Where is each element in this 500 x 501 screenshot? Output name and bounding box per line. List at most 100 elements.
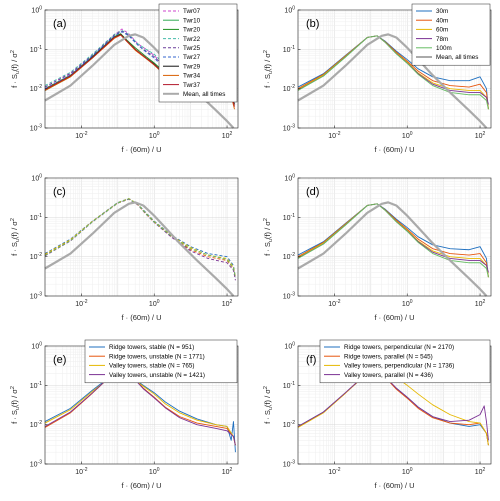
x-axis-label: f · (60m) / U (121, 145, 161, 154)
x-tick-label: 102 (475, 467, 486, 476)
panel-f: 10-2 100 102 10-3 10-2 10-1 100 f · (60m) / U f … (263, 339, 492, 490)
x-tick-label: 100 (149, 467, 160, 476)
y-axis-label: f · Su(f) / σ2 (10, 218, 21, 256)
y-axis-label: f · Su(f) / σ2 (263, 50, 274, 88)
series-group (44, 198, 236, 297)
x-axis-label: f · (60m) / U (121, 313, 161, 322)
legend: Twr07 Twr10 Twr20 Twr22 Twr25 Twr27 Twr29 Twr34… (158, 3, 238, 103)
y-tick-label: 10-2 (30, 420, 42, 429)
y-axis-label: f · Su(f) / σ2 (263, 386, 274, 424)
x-tick-label: 102 (222, 467, 233, 476)
panel-label: (f) (306, 354, 316, 366)
series-group (297, 201, 489, 297)
legend-entry: Twr07 (183, 8, 201, 15)
legend: Ridge towers, stable (N = 951) Ridge towe… (84, 339, 238, 384)
y-tick-label: 100 (284, 6, 295, 15)
legend-entry: Ridge towers, parallel (N = 545) (344, 353, 433, 360)
y-tick-label: 100 (284, 342, 295, 351)
series-line-6 (44, 201, 235, 297)
legend-entry: Twr22 (183, 36, 201, 43)
legend-entry: Ridge towers, stable (N = 951) (109, 344, 194, 351)
y-tick-label: 10-3 (283, 292, 295, 301)
series-line-10 (44, 33, 235, 129)
x-tick-label: 100 (149, 299, 160, 308)
series-line-6 (297, 201, 488, 297)
panel-a: 10-2 100 102 10-3 10-2 10-1 100 f · (60m) / U f … (10, 3, 239, 154)
x-tick-label: 10-2 (328, 467, 340, 476)
x-tick-label: 100 (402, 467, 413, 476)
x-tick-label: 102 (475, 299, 486, 308)
legend-box (411, 3, 491, 66)
series-line-4 (44, 369, 236, 446)
legend-entry: Valley towers, unstable (N = 1421) (109, 372, 205, 379)
legend-entry: 60m (436, 27, 448, 34)
legend-entry: Valley towers, perpendicular (N = 1736) (344, 363, 454, 370)
x-tick-label: 10-2 (328, 299, 340, 308)
series-group (297, 33, 489, 129)
y-tick-label: 100 (31, 6, 42, 15)
legend-entry: Mean, all times (436, 54, 478, 61)
x-axis-label: f · (60m) / U (374, 481, 414, 490)
legend-entry: 100m (436, 45, 452, 52)
y-tick-label: 10-3 (283, 124, 295, 133)
y-axis-label: f · Su(f) / σ2 (10, 50, 21, 88)
legend: 30m 40m 60m 78m 100m Mean, all times (411, 3, 491, 66)
legend-entry: Twr37 (183, 82, 201, 89)
legend-entry: Twr27 (183, 54, 201, 61)
y-tick-label: 100 (31, 342, 42, 351)
panel-d: 10-2 100 102 10-3 10-2 10-1 100 f · (60m) / U f … (263, 174, 492, 322)
x-tick-label: 10-2 (75, 299, 87, 308)
y-tick-label: 100 (31, 174, 42, 183)
panel-label: (c) (53, 186, 66, 198)
y-tick-label: 10-3 (30, 124, 42, 133)
x-tick-label: 100 (149, 131, 160, 140)
axes-frame (44, 177, 239, 297)
axes-frame (297, 9, 492, 129)
y-tick-label: 10-2 (30, 84, 42, 93)
legend-entry: Twr20 (183, 27, 201, 34)
x-tick-label: 102 (222, 131, 233, 140)
y-tick-label: 10-2 (30, 252, 42, 261)
x-tick-label: 10-2 (75, 467, 87, 476)
y-tick-label: 10-1 (30, 381, 42, 390)
y-tick-label: 10-1 (283, 381, 295, 390)
legend-entry: 78m (436, 36, 448, 43)
legend-entry: Valley towers, parallel (N = 436) (344, 372, 433, 379)
y-tick-label: 10-1 (30, 213, 42, 222)
x-axis-label: f · (60m) / U (121, 481, 161, 490)
legend-entry: Twr10 (183, 17, 201, 24)
x-tick-label: 10-2 (75, 131, 87, 140)
plot-area (298, 178, 491, 296)
legend-box (319, 339, 491, 384)
panel-label: (b) (306, 18, 319, 30)
x-axis-label: f · (60m) / U (374, 313, 414, 322)
x-tick-label: 100 (402, 131, 413, 140)
series-group (44, 369, 236, 453)
y-tick-label: 100 (284, 174, 295, 183)
x-tick-label: 102 (475, 131, 486, 140)
x-tick-label: 10-2 (328, 131, 340, 140)
plot-area (45, 178, 238, 296)
y-tick-label: 10-3 (283, 460, 295, 469)
legend-entry: Twr25 (183, 45, 201, 52)
y-tick-label: 10-3 (30, 460, 42, 469)
x-tick-label: 102 (222, 299, 233, 308)
legend-entry: Twr34 (183, 73, 201, 80)
panel-label: (a) (53, 18, 66, 30)
series-line-6 (297, 33, 488, 129)
panel-b: 10-2 100 102 10-3 10-2 10-1 100 f · (60m) / U f … (263, 3, 492, 154)
x-tick-label: 100 (402, 299, 413, 308)
series-line-5 (44, 198, 236, 278)
legend-entry: Mean, all times (183, 91, 225, 98)
legend: Ridge towers, perpendicular (N = 2170) Ri… (319, 339, 491, 384)
panel-c: 10-2 100 102 10-3 10-2 10-1 100 f · (60m) / U f … (10, 174, 239, 322)
y-tick-label: 10-1 (283, 213, 295, 222)
y-axis-label: f · Su(f) / σ2 (10, 386, 21, 424)
legend-entry: Ridge towers, perpendicular (N = 2170) (344, 344, 454, 351)
grid (44, 178, 239, 297)
y-tick-label: 10-2 (283, 252, 295, 261)
series-line-4 (44, 30, 235, 89)
series-line-5 (297, 35, 489, 110)
axes-frame (44, 9, 239, 129)
